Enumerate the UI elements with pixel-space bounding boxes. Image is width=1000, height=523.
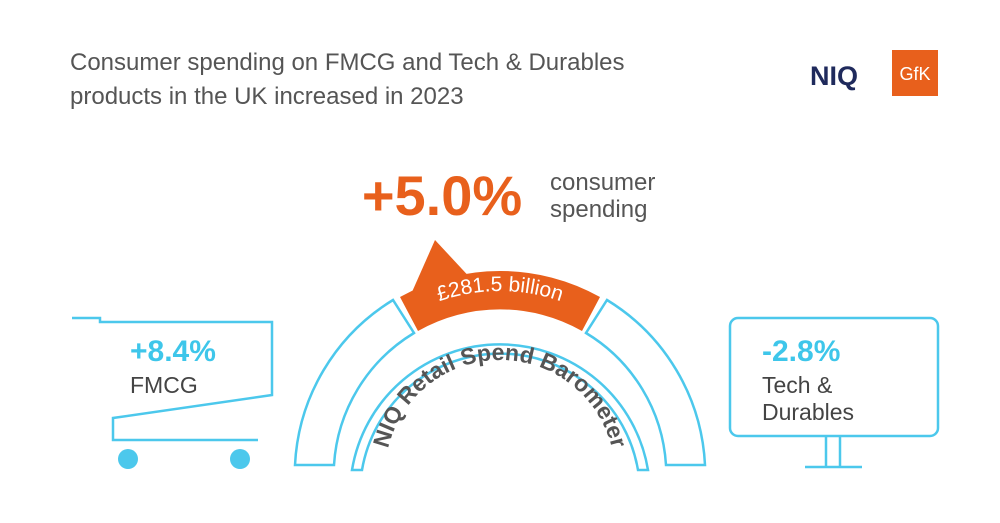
- cart-wheel: [118, 449, 138, 469]
- gfk-logo: GfK: [899, 64, 930, 84]
- title-line: products in the UK increased in 2023: [70, 83, 464, 110]
- cart-icon: [72, 316, 274, 469]
- barometer-label-path: NIQ Retail Spend Barometer: [368, 339, 633, 450]
- cart-outline: [72, 316, 274, 442]
- monitor-screen: [728, 316, 940, 438]
- tech-label: Tech &: [762, 372, 832, 398]
- monitor-icon: [728, 316, 940, 469]
- headline-label: spending: [550, 196, 647, 223]
- gauge-segment: [584, 298, 707, 467]
- niq-logo: NIQ: [810, 61, 858, 91]
- pointer: [412, 240, 475, 292]
- gfk-logo-box: [892, 50, 938, 96]
- tech-value: -2.8%: [762, 335, 840, 368]
- fmcg-label: FMCG: [130, 372, 198, 398]
- tech-label: Durables: [762, 399, 854, 425]
- barometer-label: NIQ Retail Spend Barometer: [368, 339, 633, 450]
- gauge-ring: [350, 343, 650, 472]
- cart-wheel: [230, 449, 250, 469]
- title-line: Consumer spending on FMCG and Tech & Dur…: [70, 49, 625, 76]
- headline-value: +5.0%: [362, 164, 522, 227]
- gauge: £281.5 billion NIQ Retail Spend Baromete…: [293, 240, 707, 472]
- gauge-segment: [293, 298, 416, 467]
- fmcg-value: +8.4%: [130, 335, 216, 368]
- headline-label: consumer: [550, 169, 655, 196]
